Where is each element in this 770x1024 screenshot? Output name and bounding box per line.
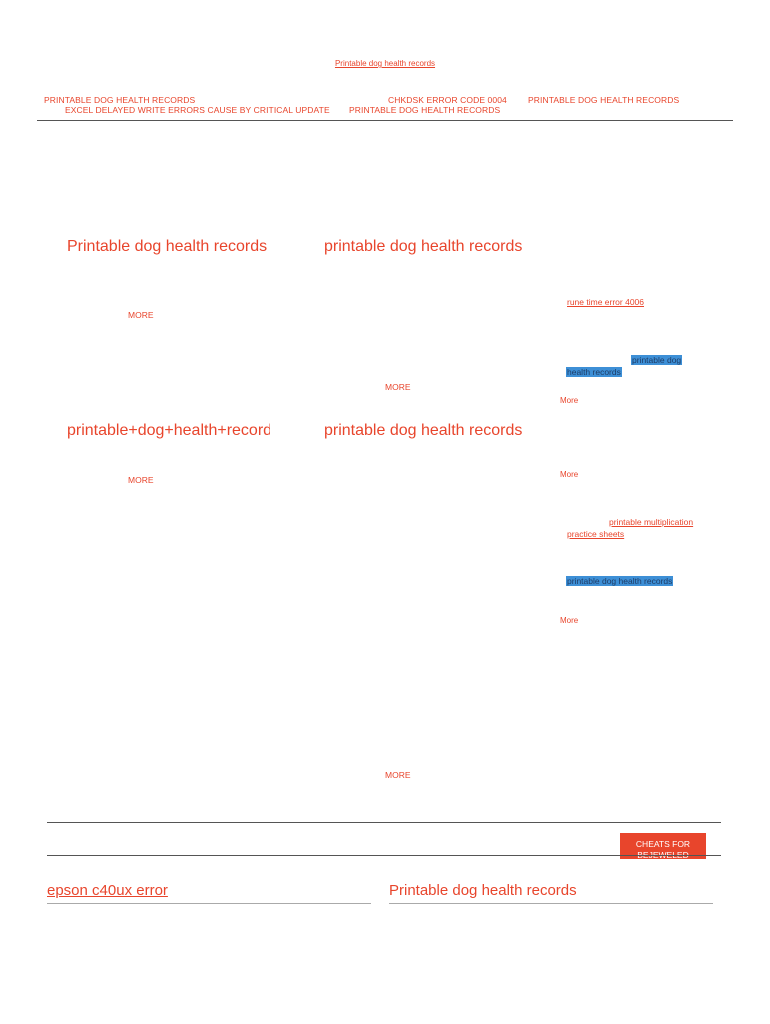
sidebar-more-3[interactable]: More <box>560 616 579 625</box>
post-more-2[interactable]: MORE <box>385 382 411 392</box>
sidebar-highlight-1b[interactable]: health records <box>566 367 622 377</box>
cheats-button[interactable]: CHEATS FOR BEJEWELED <box>620 833 706 859</box>
post-title-3[interactable]: printable+dog+health+records <box>67 422 270 439</box>
footer-underline-right <box>389 903 713 904</box>
post-more-3[interactable]: MORE <box>128 475 154 485</box>
nav-item-3[interactable]: CHKDSK ERROR CODE 0004 <box>388 95 507 105</box>
sidebar-link-multiplication-a[interactable]: printable multiplication <box>609 517 694 527</box>
footer-title-right: Printable dog health records <box>389 882 577 899</box>
post-more-4[interactable]: MORE <box>385 770 411 780</box>
post-title-2[interactable]: printable dog health records <box>324 238 523 255</box>
sidebar-more-1[interactable]: More <box>560 396 579 405</box>
nav-item-1[interactable]: PRINTABLE DOG HEALTH RECORDS <box>44 95 196 105</box>
post-more-1[interactable]: MORE <box>128 310 154 320</box>
footer-title-left[interactable]: epson c40ux error <box>47 882 168 899</box>
sidebar-highlight-1a[interactable]: printable dog <box>631 355 683 365</box>
sidebar-link-runtime-error[interactable]: rune time error 4006 <box>567 297 645 307</box>
sidebar-more-2[interactable]: More <box>560 470 579 479</box>
post-title-4[interactable]: printable dog health records <box>324 422 523 439</box>
sidebar-highlight-2[interactable]: printable dog health records <box>566 576 674 586</box>
nav-item-5[interactable]: PRINTABLE DOG HEALTH RECORDS <box>528 95 680 105</box>
footer-underline-left <box>47 903 371 904</box>
footer-divider-top <box>47 822 721 823</box>
sidebar-link-multiplication-b[interactable]: practice sheets <box>567 529 625 539</box>
nav-item-4[interactable]: PRINTABLE DOG HEALTH RECORDS <box>349 105 501 115</box>
nav-item-2[interactable]: EXCEL DELAYED WRITE ERRORS CAUSE BY CRIT… <box>65 105 330 115</box>
header-divider <box>37 120 733 121</box>
footer-divider-bottom <box>47 855 721 856</box>
post-title-1[interactable]: Printable dog health records <box>67 238 268 255</box>
top-link[interactable]: Printable dog health records <box>334 59 436 68</box>
